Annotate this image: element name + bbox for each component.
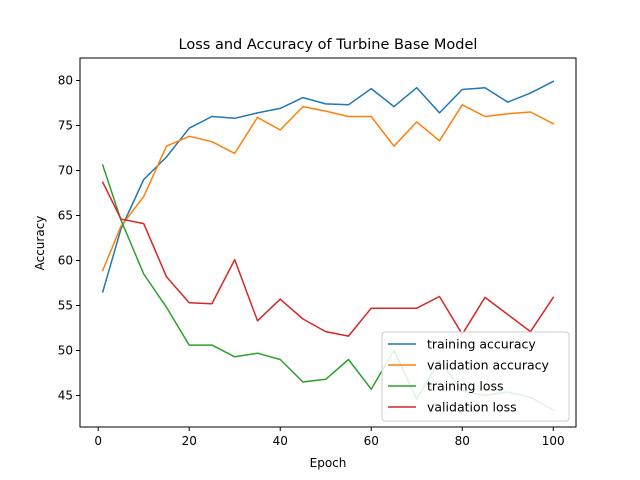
series-line-validation-loss [101, 181, 555, 337]
plot-frame [79, 57, 577, 428]
legend: training accuracy validation accuracy trai… [381, 331, 570, 422]
legend-label: training accuracy [427, 337, 536, 352]
x-tick-label: 100 [542, 434, 565, 448]
x-tick-label: 60 [364, 434, 379, 448]
y-axis-label: Accuracy [33, 216, 47, 271]
x-tick-label: 20 [182, 434, 197, 448]
series-line-training-accuracy [101, 80, 555, 293]
y-tick-label: 80 [58, 74, 73, 88]
y-tick-label: 45 [58, 389, 73, 403]
x-tick-label: 40 [273, 434, 288, 448]
legend-label: validation loss [427, 400, 517, 415]
chart-title: Loss and Accuracy of Turbine Base Model [179, 37, 478, 53]
x-tick-label: 80 [455, 434, 470, 448]
series-line-validation-accuracy [101, 104, 555, 272]
legend-label: validation accuracy [427, 358, 550, 373]
legend-label: training loss [427, 379, 504, 394]
y-tick-label: 55 [58, 299, 73, 313]
y-tick-label: 65 [58, 209, 73, 223]
y-tick-label: 70 [58, 164, 73, 178]
y-tick-label: 50 [58, 344, 73, 358]
x-tick-label: 0 [94, 434, 102, 448]
y-tick-label: 60 [58, 254, 73, 268]
legend-box [381, 331, 570, 422]
x-axis-label: Epoch [310, 456, 347, 470]
y-tick-label: 75 [58, 119, 73, 133]
